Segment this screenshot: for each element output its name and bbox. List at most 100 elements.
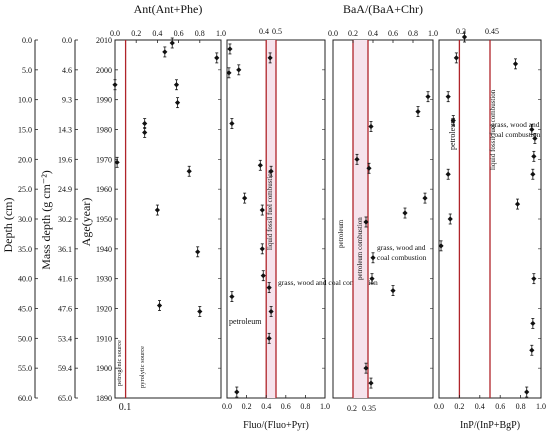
x-tick-label: 0.0 (434, 402, 444, 411)
data-point (514, 198, 521, 210)
data-point (402, 207, 408, 219)
data-point (229, 118, 235, 129)
mass-depth-axis: Mass depth (g cm⁻²) 0.0 4.6 9.3 14.3 19.6 24.… (39, 36, 78, 403)
data-point (512, 58, 519, 70)
x-tick-label: 0.4 (368, 29, 378, 38)
diamond-marker (174, 100, 181, 106)
diamond-marker (531, 276, 537, 282)
panel-baa-chr-title: BaA/(BaA+Chr) (343, 2, 423, 16)
diamond-marker (195, 249, 201, 255)
threshold-label-0.2: 0.2 (347, 404, 357, 413)
data-point (529, 344, 535, 356)
data-point (363, 216, 369, 228)
age-tick-label: 1990 (96, 96, 112, 105)
data-point (214, 52, 220, 64)
x-tick-label: 0.4 (261, 402, 271, 411)
data-point (156, 300, 163, 311)
data-point (154, 204, 160, 216)
x-tick-label: 0.0 (328, 29, 338, 38)
age-tick-label: 1960 (96, 185, 112, 194)
depth-tick-label: 45.0 (18, 305, 32, 314)
panel-ant-phe: Ant(Ant+Phe) 0.1 petrogenic source pyrol… (110, 2, 226, 413)
annotation-petroleum-baa: petroleum (337, 219, 345, 248)
data-point (234, 386, 240, 398)
diamond-marker (226, 70, 232, 76)
diamond-marker (422, 195, 428, 201)
age-tick-label: 2000 (96, 66, 112, 75)
x-tick-label: 0.2 (348, 29, 358, 38)
panel-inp-bgp-xlabel: InP/(InP+BgP) (460, 420, 520, 431)
data-point (524, 386, 530, 398)
x-tick-label: 1.0 (428, 29, 438, 38)
data-point (425, 91, 431, 103)
age-tick-label: 1910 (96, 334, 112, 343)
mass-depth-tick-label: 4.6 (62, 66, 72, 75)
diamond-marker (531, 153, 537, 159)
data-point (450, 115, 456, 126)
data-point (195, 246, 201, 258)
data-point (532, 133, 538, 144)
data-point (236, 64, 242, 76)
mass-depth-tick-label: 14.3 (58, 126, 72, 135)
data-point (445, 168, 451, 180)
diamond-marker (438, 243, 444, 249)
mass-depth-tick-label: 24.9 (58, 185, 72, 194)
x-tick-label: 1.0 (216, 29, 226, 38)
data-point (260, 270, 266, 282)
diamond-marker (354, 156, 360, 162)
panel-baa-chr: BaA/(BaA+Chr) 0.2 0.35 petroleum petrole… (328, 2, 438, 413)
x-tick-label: 0.6 (388, 29, 398, 38)
data-point (366, 162, 372, 174)
data-point (390, 285, 396, 297)
age-axis: Age(year) 2010 2000 1990 1980 1970 1960 1950 19… (79, 36, 118, 403)
diamond-marker (368, 380, 374, 386)
diamond-marker (390, 288, 396, 294)
annotation-grass-inp-1: grass, wood and (491, 120, 540, 129)
diamond-marker (257, 162, 263, 168)
panel-inp-bgp: 0.2 0.45 petroleum liquid fossil fuel co… (434, 27, 546, 431)
diamond-marker (369, 276, 375, 282)
panel-ant-phe-title: Ant(Ant+Phe) (134, 2, 203, 16)
data-point (268, 306, 274, 317)
diamond-marker (260, 273, 266, 279)
diamond-marker (142, 120, 148, 127)
data-point (438, 240, 444, 252)
data-point (369, 273, 375, 285)
data-point (142, 118, 148, 129)
threshold-label-0.2-inp: 0.2 (456, 27, 466, 36)
diamond-marker (363, 365, 369, 371)
panel-fluo-pyr-xlabel: Fluo/(Fluo+Pyr) (243, 420, 309, 431)
annotation-liquid-fossil-inp: liquid fossil fuel combustion (489, 89, 497, 170)
x-tick-label: 0.6 (281, 402, 291, 411)
diamond-marker (447, 216, 453, 222)
data-point (268, 165, 274, 177)
diamond-marker (366, 165, 372, 171)
annotation-grass-baa-1: grass, wood and (377, 243, 426, 252)
diamond-marker (242, 195, 248, 201)
diamond-marker (368, 123, 374, 130)
depth-axis: Depth (cm) 0.0 5.0 10.0 15.0 20.0 25.0 30.0 35.… (1, 36, 38, 403)
data-point (174, 97, 181, 109)
age-tick-label: 1900 (96, 364, 112, 373)
annotation-grass-inp-2: coal combustion (491, 130, 541, 139)
depth-tick-label: 5.0 (22, 66, 32, 75)
data-point (422, 192, 428, 204)
data-point (227, 43, 233, 55)
diamond-marker (112, 82, 118, 88)
data-point (197, 306, 203, 317)
data-point (354, 153, 360, 165)
age-tick-label: 1890 (96, 394, 112, 403)
diamond-marker (186, 168, 192, 174)
diamond-marker (445, 171, 451, 177)
diamond-marker (169, 40, 175, 46)
depth-tick-label: 15.0 (18, 126, 32, 135)
diamond-marker (229, 120, 235, 127)
diamond-marker (415, 109, 421, 115)
diamond-marker (402, 210, 408, 216)
mass-depth-tick-label: 41.6 (58, 275, 72, 284)
diamond-marker (268, 308, 274, 315)
mass-depth-tick-label: 30.2 (58, 215, 72, 224)
depth-tick-label: 35.0 (18, 245, 32, 254)
x-tick-label: 0.2 (131, 29, 141, 38)
